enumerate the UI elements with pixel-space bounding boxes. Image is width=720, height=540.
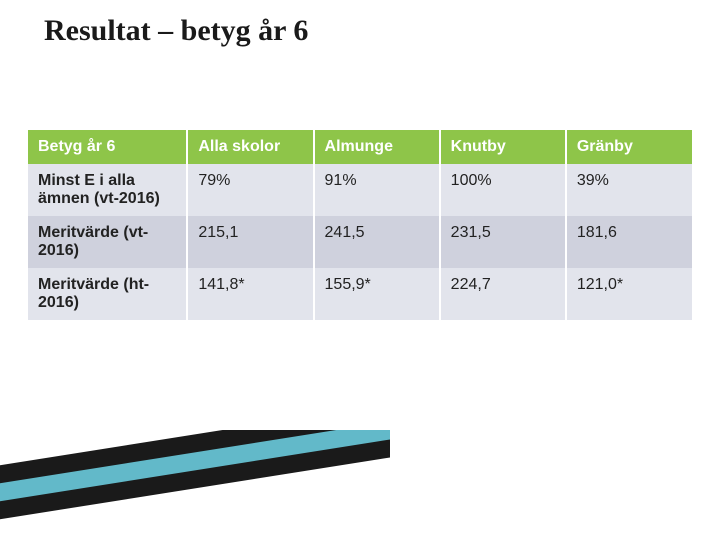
table-cell: 100% (440, 164, 566, 216)
swoosh-stripe (0, 433, 390, 537)
table-row: Meritvärde (ht-2016) 141,8* 155,9* 224,7… (28, 268, 692, 320)
table-cell: 155,9* (314, 268, 440, 320)
table-header-row: Betyg år 6 Alla skolor Almunge Knutby Gr… (28, 130, 692, 164)
swoosh-stripe (0, 430, 390, 502)
table-cell: 79% (187, 164, 313, 216)
swoosh-group (0, 430, 390, 540)
row-label: Meritvärde (vt-2016) (28, 216, 187, 268)
table-cell: 215,1 (187, 216, 313, 268)
col-header: Gränby (566, 130, 692, 164)
decorative-swoosh (0, 430, 390, 540)
table-cell: 121,0* (566, 268, 692, 320)
table-cell: 241,5 (314, 216, 440, 268)
table: Betyg år 6 Alla skolor Almunge Knutby Gr… (28, 130, 692, 320)
table-cell: 141,8* (187, 268, 313, 320)
table-cell: 231,5 (440, 216, 566, 268)
col-header: Almunge (314, 130, 440, 164)
row-label: Meritvärde (ht-2016) (28, 268, 187, 320)
swoosh-stripe (0, 430, 390, 520)
col-header: Knutby (440, 130, 566, 164)
col-header: Alla skolor (187, 130, 313, 164)
slide: Resultat – betyg år 6 Betyg år 6 Alla sk… (0, 0, 720, 540)
page-title: Resultat – betyg år 6 (44, 14, 308, 48)
table-cell: 91% (314, 164, 440, 216)
table-row: Minst E i alla ämnen (vt-2016) 79% 91% 1… (28, 164, 692, 216)
swoosh-stripe (0, 451, 390, 540)
table-row: Meritvärde (vt-2016) 215,1 241,5 231,5 1… (28, 216, 692, 268)
results-table: Betyg år 6 Alla skolor Almunge Knutby Gr… (28, 130, 692, 320)
table-cell: 39% (566, 164, 692, 216)
table-cell: 181,6 (566, 216, 692, 268)
col-header: Betyg år 6 (28, 130, 187, 164)
table-cell: 224,7 (440, 268, 566, 320)
row-label: Minst E i alla ämnen (vt-2016) (28, 164, 187, 216)
